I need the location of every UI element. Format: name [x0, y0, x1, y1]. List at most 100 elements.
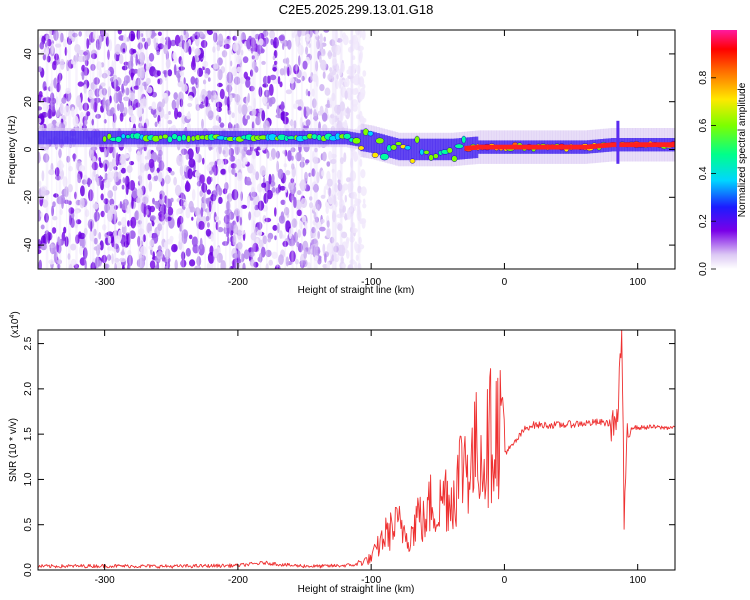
noise-blob	[353, 75, 357, 83]
noise-streak	[84, 30, 88, 269]
noise-blob	[253, 261, 259, 268]
noise-blob	[129, 230, 136, 240]
noise-blob	[177, 111, 182, 118]
noise-blob	[39, 41, 45, 50]
track-core	[464, 145, 468, 151]
y-tick-label: 2.0	[23, 381, 34, 395]
track-band	[48, 130, 52, 145]
noise-streak	[129, 30, 131, 269]
track-core	[619, 142, 622, 148]
track-band	[381, 134, 385, 156]
track-band	[78, 130, 82, 145]
track-core	[520, 144, 524, 150]
noise-blob	[333, 245, 339, 253]
track-core	[627, 142, 630, 148]
noise-blob	[198, 220, 205, 230]
track-core	[592, 144, 596, 149]
noise-blob	[223, 43, 231, 50]
noise-blob	[176, 209, 179, 216]
noise-blob	[326, 99, 330, 109]
noise-blob	[319, 105, 324, 116]
noise-blob	[50, 92, 55, 102]
noise-blob	[344, 194, 347, 203]
noise-blob	[285, 170, 291, 176]
noise-blob	[119, 112, 124, 122]
noise-blob	[78, 232, 86, 240]
track-band	[403, 138, 407, 161]
noise-blob	[217, 82, 223, 88]
noise-blob	[233, 208, 241, 217]
noise-blob	[322, 151, 327, 162]
noise-streak	[75, 30, 78, 269]
noise-blob	[276, 105, 280, 116]
noise-blob	[336, 62, 339, 75]
noise-blob	[232, 258, 237, 268]
noise-blob	[194, 151, 199, 163]
noise-blob	[88, 90, 94, 100]
noise-blob	[177, 72, 181, 83]
noise-blob	[53, 251, 58, 263]
noise-blob	[146, 208, 150, 216]
noise-blob	[283, 206, 290, 216]
track-core	[637, 142, 641, 148]
noise-blob	[70, 59, 75, 65]
noise-blob	[58, 148, 62, 159]
noise-streak	[229, 30, 232, 269]
noise-blob	[51, 205, 54, 217]
noise-blob	[99, 160, 102, 168]
noise-blob	[255, 116, 261, 126]
track-core	[656, 142, 660, 148]
noise-streak	[114, 30, 116, 269]
noise-blob	[87, 177, 91, 188]
noise-blob	[194, 48, 201, 56]
noise-blob	[272, 224, 278, 231]
noise-blob	[127, 220, 130, 227]
noise-blob	[179, 98, 184, 108]
y-tick-label: -40	[23, 237, 34, 252]
noise-blob	[101, 88, 108, 96]
noise-blob	[242, 56, 249, 64]
noise-blob	[130, 73, 134, 81]
noise-blob	[81, 71, 85, 81]
track-band	[62, 130, 66, 145]
noise-blob	[91, 161, 99, 171]
noise-blob	[40, 224, 45, 230]
noise-blob	[67, 184, 73, 193]
noise-blob	[247, 92, 250, 103]
noise-blob	[288, 239, 296, 247]
noise-blob	[268, 173, 272, 185]
noise-blob	[227, 165, 232, 174]
noise-blob	[64, 236, 69, 247]
noise-blob	[359, 78, 364, 87]
track-core	[523, 144, 527, 150]
noise-blob	[82, 247, 88, 260]
noise-blob	[188, 234, 193, 240]
track-band	[94, 130, 98, 145]
noise-blob	[252, 220, 256, 230]
noise-blob	[303, 249, 308, 260]
noise-blob	[139, 177, 143, 185]
noise-blob	[268, 97, 273, 107]
noise-blob	[147, 86, 153, 94]
noise-blob	[104, 172, 108, 181]
noise-blob	[203, 79, 207, 85]
track-core	[517, 144, 521, 150]
noise-blob	[233, 76, 241, 85]
noise-blob	[257, 221, 263, 230]
noise-blob	[328, 187, 331, 197]
y-tick-label: 0.5	[23, 517, 34, 531]
noise-blob	[119, 201, 123, 209]
noise-blob	[327, 74, 332, 81]
noise-blob	[190, 60, 196, 71]
noise-blob	[56, 259, 63, 265]
track-blob	[419, 148, 425, 156]
noise-blob	[354, 241, 358, 252]
noise-blob	[226, 71, 234, 84]
noise-blob	[335, 79, 339, 90]
noise-blob	[309, 202, 314, 209]
snr-scale-label: (x104)	[9, 311, 21, 338]
track-spur	[616, 120, 620, 164]
noise-blob	[285, 187, 288, 193]
noise-blob	[328, 150, 333, 161]
track-core	[595, 143, 598, 149]
